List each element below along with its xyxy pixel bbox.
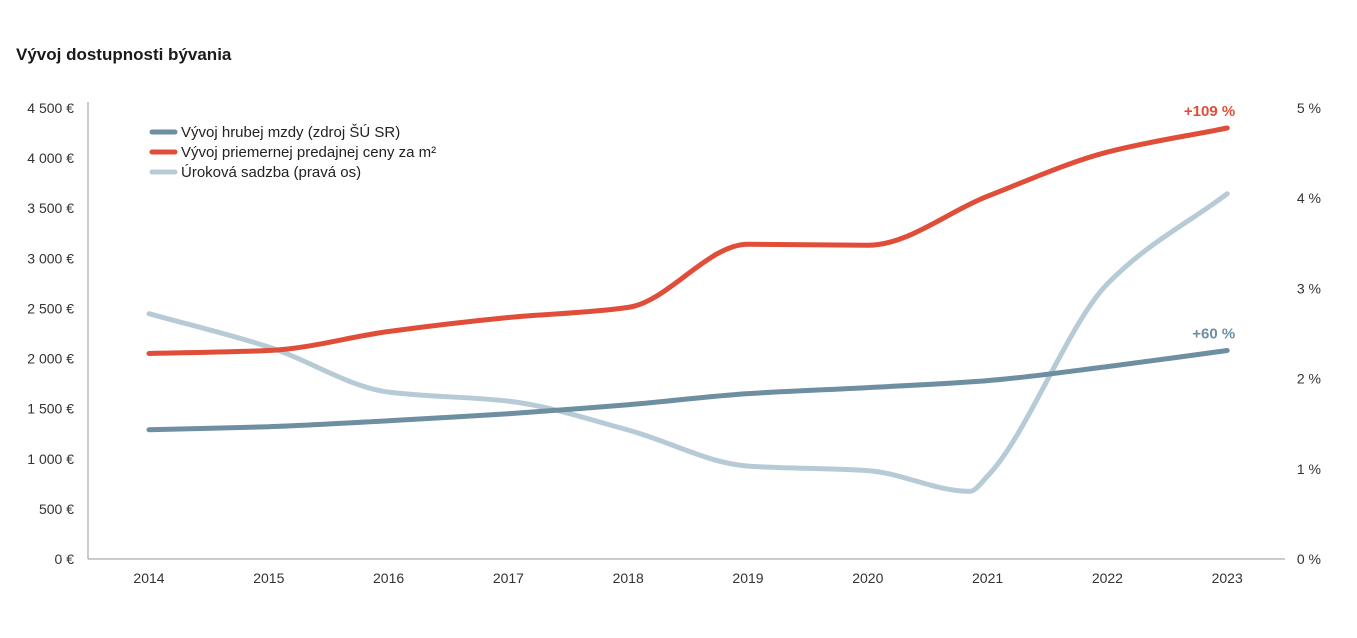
left-axis-ticks: 0 € 500 € 1 000 € 1 500 € 2 000 € 2 500 € 3 00… — [27, 100, 74, 567]
legend-label-wage: Vývoj hrubej mzdy (zdroj ŠÚ SR) — [181, 124, 400, 141]
x-tick-label: 2022 — [1092, 570, 1123, 586]
left-tick-label: 2 000 € — [27, 351, 74, 367]
x-tick-label: 2018 — [613, 570, 644, 586]
left-tick-label: 500 € — [39, 501, 74, 517]
left-tick-label: 2 500 € — [27, 300, 74, 316]
right-tick-label: 4 % — [1297, 190, 1321, 206]
left-tick-label: 3 500 € — [27, 200, 74, 216]
right-tick-label: 5 % — [1297, 100, 1321, 116]
left-tick-label: 4 000 € — [27, 150, 74, 166]
x-tick-label: 2021 — [972, 570, 1003, 586]
x-tick-label: 2014 — [133, 570, 164, 586]
series-line-wage — [146, 348, 1230, 433]
x-tick-label: 2017 — [493, 570, 524, 586]
x-tick-label: 2019 — [732, 570, 763, 586]
left-tick-label: 1 000 € — [27, 451, 74, 467]
left-tick-label: 3 000 € — [27, 250, 74, 266]
right-tick-label: 0 % — [1297, 551, 1321, 567]
x-tick-label: 2015 — [253, 570, 284, 586]
annotation-price: +109 % — [1184, 103, 1235, 120]
series-line-rate — [146, 191, 1230, 494]
annotation-wage: +60 % — [1192, 326, 1235, 343]
right-tick-label: 2 % — [1297, 371, 1321, 387]
legend-label-rate: Úroková sadzba (pravá os) — [181, 164, 361, 181]
legend-label-price: Vývoj priemernej predajnej ceny za m² — [181, 144, 436, 161]
x-tick-label: 2016 — [373, 570, 404, 586]
x-axis-ticks: 2014 2015 2016 2017 2018 2019 2020 2021 2022 2023 — [133, 570, 1243, 586]
right-tick-label: 3 % — [1297, 280, 1321, 296]
chart-title: Vývoj dostupnosti bývania — [16, 45, 232, 64]
series-annotations: +60 % +109 % — [1184, 103, 1235, 342]
x-tick-label: 2023 — [1212, 570, 1243, 586]
right-tick-label: 1 % — [1297, 461, 1321, 477]
legend: Vývoj hrubej mzdy (zdroj ŠÚ SR) Vývoj pri… — [149, 124, 436, 181]
series-lines — [146, 125, 1230, 494]
left-tick-label: 0 € — [55, 551, 75, 567]
axes — [87, 102, 1285, 560]
series-line-price — [146, 125, 1230, 356]
left-tick-label: 1 500 € — [27, 401, 74, 417]
right-axis-ticks: 0 % 1 % 2 % 3 % 4 % 5 % — [1297, 100, 1321, 567]
x-tick-label: 2020 — [852, 570, 883, 586]
left-tick-label: 4 500 € — [27, 100, 74, 116]
